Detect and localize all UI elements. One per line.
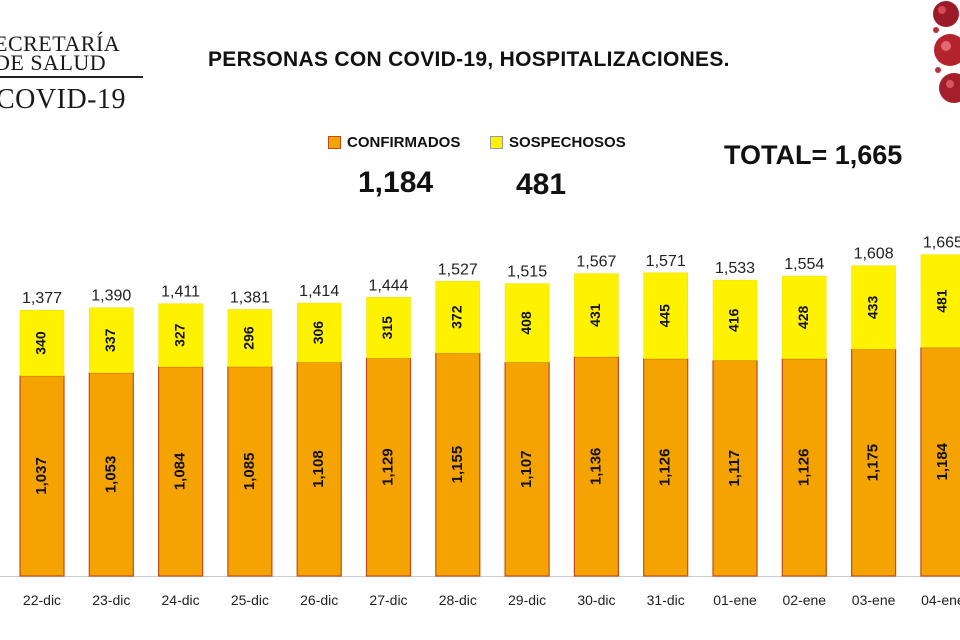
bar-confirmados — [435, 352, 481, 577]
bar-sospechosos — [19, 309, 65, 377]
bar-sospechosos — [574, 273, 619, 358]
bar-confirmados — [227, 365, 273, 577]
legend-label-sospechosos: SOSPECHOSOS — [509, 134, 626, 151]
data-label-sospechosos: 428 — [795, 305, 811, 329]
bar-sospechosos — [158, 303, 203, 368]
bar-sospechosos — [89, 307, 134, 374]
bar-confirmados — [296, 361, 342, 577]
bar-sospechosos — [920, 254, 960, 348]
x-tick-label: 29-dic — [508, 592, 546, 608]
data-label-sospechosos: 433 — [864, 296, 880, 320]
x-tick-label: 27-dic — [369, 592, 407, 608]
data-label-total: 1,533 — [715, 260, 755, 277]
logo-line-3: COVID-19 — [0, 84, 126, 115]
data-label-sospechosos: 481 — [934, 289, 950, 313]
x-tick-label: 01-ene — [713, 592, 757, 608]
data-label-total: 1,567 — [576, 254, 616, 271]
data-label-sospechosos: 296 — [241, 326, 257, 350]
data-label-total: 1,390 — [91, 288, 131, 305]
chart-title: PERSONAS CON COVID-19, HOSPITALIZACIONES… — [208, 48, 730, 71]
sospechosos-total-value: 481 — [516, 168, 567, 201]
logo-line-2: DE SALUD — [0, 50, 107, 75]
virus-illustration-icon — [933, 1, 960, 103]
bar-confirmados — [158, 366, 204, 577]
bar-confirmados — [365, 357, 412, 577]
data-label-sospechosos: 408 — [518, 311, 534, 335]
logo-line-1: ECRETARÍA — [0, 31, 121, 56]
bar-confirmados — [573, 356, 620, 577]
bar-sospechosos — [712, 279, 758, 361]
x-tick-label: 24-dic — [162, 592, 200, 608]
bar-confirmados — [643, 358, 689, 577]
bar-sospechosos — [782, 275, 827, 359]
data-label-confirmados: 1,184 — [934, 442, 951, 480]
data-label-total: 1,515 — [507, 264, 547, 281]
x-tick-label: 02-ene — [783, 592, 827, 608]
bar-confirmados — [920, 346, 960, 577]
data-label-total: 1,608 — [854, 246, 894, 263]
grand-total: TOTAL= 1,665 — [724, 140, 903, 170]
bar-confirmados — [850, 348, 897, 577]
data-label-confirmados: 1,037 — [33, 457, 50, 495]
data-label-confirmados: 1,129 — [379, 448, 396, 486]
bar-sospechosos — [227, 309, 273, 367]
data-label-total: 1,665 — [923, 235, 960, 252]
bar-confirmados — [781, 358, 827, 577]
bar-sospechosos — [366, 297, 411, 359]
bar-confirmados — [504, 361, 550, 577]
data-label-confirmados: 1,175 — [865, 444, 882, 482]
legend-swatch-confirmados — [328, 136, 341, 149]
x-tick-label: 03-ene — [852, 592, 896, 608]
x-tick-label: 30-dic — [577, 592, 615, 608]
legend-confirmados: CONFIRMADOS — [328, 134, 460, 151]
confirmados-total-value: 1,184 — [358, 166, 434, 199]
data-label-confirmados: 1,107 — [518, 450, 535, 488]
data-label-sospechosos: 416 — [726, 308, 742, 332]
data-label-total: 1,414 — [299, 283, 339, 300]
bar-confirmados — [88, 372, 134, 577]
data-label-confirmados: 1,053 — [102, 456, 119, 494]
data-label-total: 1,444 — [368, 277, 408, 294]
x-tick-label: 04-ene — [921, 592, 960, 608]
x-tick-label: 23-dic — [92, 592, 130, 608]
data-label-sospechosos: 306 — [310, 321, 326, 345]
x-tick-label: 31-dic — [647, 592, 685, 608]
data-label-sospechosos: 340 — [33, 331, 49, 355]
data-label-sospechosos: 445 — [656, 304, 672, 328]
data-label-confirmados: 1,085 — [241, 453, 258, 491]
data-label-confirmados: 1,126 — [657, 449, 674, 487]
data-label-total: 1,554 — [784, 256, 824, 273]
data-label-confirmados: 1,126 — [795, 449, 812, 487]
data-label-confirmados: 1,108 — [310, 450, 327, 488]
data-label-total: 1,381 — [230, 289, 270, 306]
data-label-total: 1,571 — [646, 253, 686, 270]
data-label-confirmados: 1,084 — [172, 452, 189, 490]
bar-sospechosos — [643, 272, 688, 359]
x-tick-label: 25-dic — [231, 592, 269, 608]
bar-sospechosos — [435, 281, 481, 354]
legend-sospechosos: SOSPECHOSOS — [490, 134, 626, 151]
legend-label-confirmados: CONFIRMADOS — [347, 134, 461, 151]
data-label-total: 1,527 — [438, 261, 478, 278]
data-label-sospechosos: 431 — [587, 303, 603, 327]
data-label-confirmados: 1,155 — [449, 446, 466, 484]
data-label-total: 1,377 — [22, 290, 62, 307]
logo-divider — [0, 76, 143, 78]
bar-sospechosos — [851, 265, 896, 350]
x-tick-label: 26-dic — [300, 592, 338, 608]
data-label-confirmados: 1,136 — [587, 448, 604, 486]
data-label-total: 1,411 — [161, 284, 200, 301]
bar-sospechosos — [296, 302, 342, 363]
bar-sospechosos — [504, 283, 550, 363]
x-tick-label: 28-dic — [439, 592, 477, 608]
data-label-sospechosos: 372 — [449, 305, 465, 329]
data-label-sospechosos: 315 — [379, 316, 395, 340]
data-label-sospechosos: 337 — [102, 328, 118, 352]
data-label-confirmados: 1,117 — [726, 450, 743, 487]
x-tick-label: 22-dic — [23, 592, 61, 608]
data-label-sospechosos: 327 — [171, 323, 187, 347]
legend-swatch-sospechosos — [490, 136, 503, 149]
